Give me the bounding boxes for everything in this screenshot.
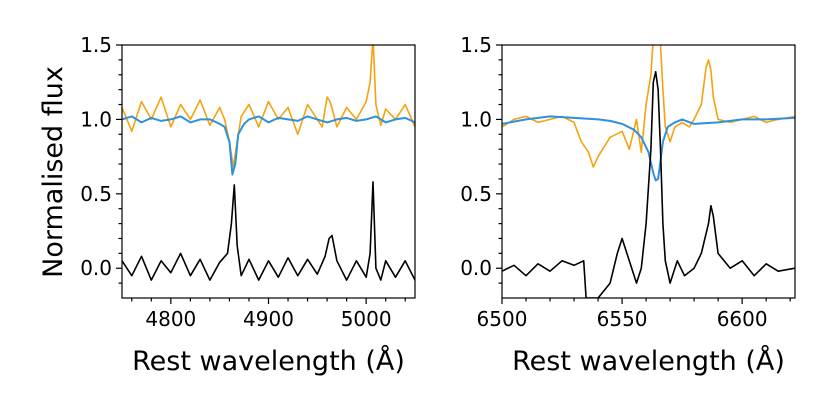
right-panel: 6500 6550 6600 0.0 0.5 1.0 1.5 Rest wavelength …: [460, 33, 796, 377]
y-tick-label: 1.5: [80, 33, 112, 57]
x-tick-label: 4800: [145, 307, 196, 331]
series-line-observed: [502, 45, 795, 168]
y-tick-label: 1.0: [460, 107, 492, 131]
left-panel: 4800 4900 5000 0.0 0.5 1.0 1.5 Rest wavelength …: [80, 33, 416, 377]
x-tick-label: 4900: [243, 307, 294, 331]
series-line-model: [502, 115, 795, 182]
y-tick-label: 1.5: [460, 33, 492, 57]
series-line-model: [122, 115, 415, 176]
y-tick-label: 0.0: [80, 256, 112, 280]
x-axis-label: Rest wavelength (Å): [132, 345, 405, 377]
plot-area: [122, 45, 415, 281]
x-tick-label: 6500: [477, 307, 528, 331]
x-tick-label: 6550: [597, 307, 648, 331]
x-tick-label: 6600: [717, 307, 768, 331]
axes-frame: [501, 44, 796, 299]
y-tick-label: 0.0: [460, 256, 492, 280]
y-tick-label: 0.5: [460, 182, 492, 206]
series-line-residual: [122, 181, 415, 281]
y-tick-label: 1.0: [80, 107, 112, 131]
x-axis-label: Rest wavelength (Å): [512, 345, 785, 377]
y-axis-label: Normalised flux: [38, 66, 69, 278]
plot-area: [502, 45, 795, 298]
x-tick-label: 5000: [341, 307, 392, 331]
series-line-observed: [122, 45, 415, 168]
y-tick-label: 0.5: [80, 182, 112, 206]
series-line-residual: [502, 71, 795, 298]
